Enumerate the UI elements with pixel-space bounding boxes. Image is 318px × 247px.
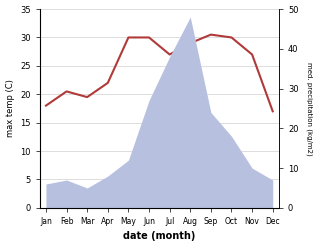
Y-axis label: med. precipitation (kg/m2): med. precipitation (kg/m2) bbox=[306, 62, 313, 155]
Y-axis label: max temp (C): max temp (C) bbox=[5, 80, 15, 137]
X-axis label: date (month): date (month) bbox=[123, 231, 196, 242]
